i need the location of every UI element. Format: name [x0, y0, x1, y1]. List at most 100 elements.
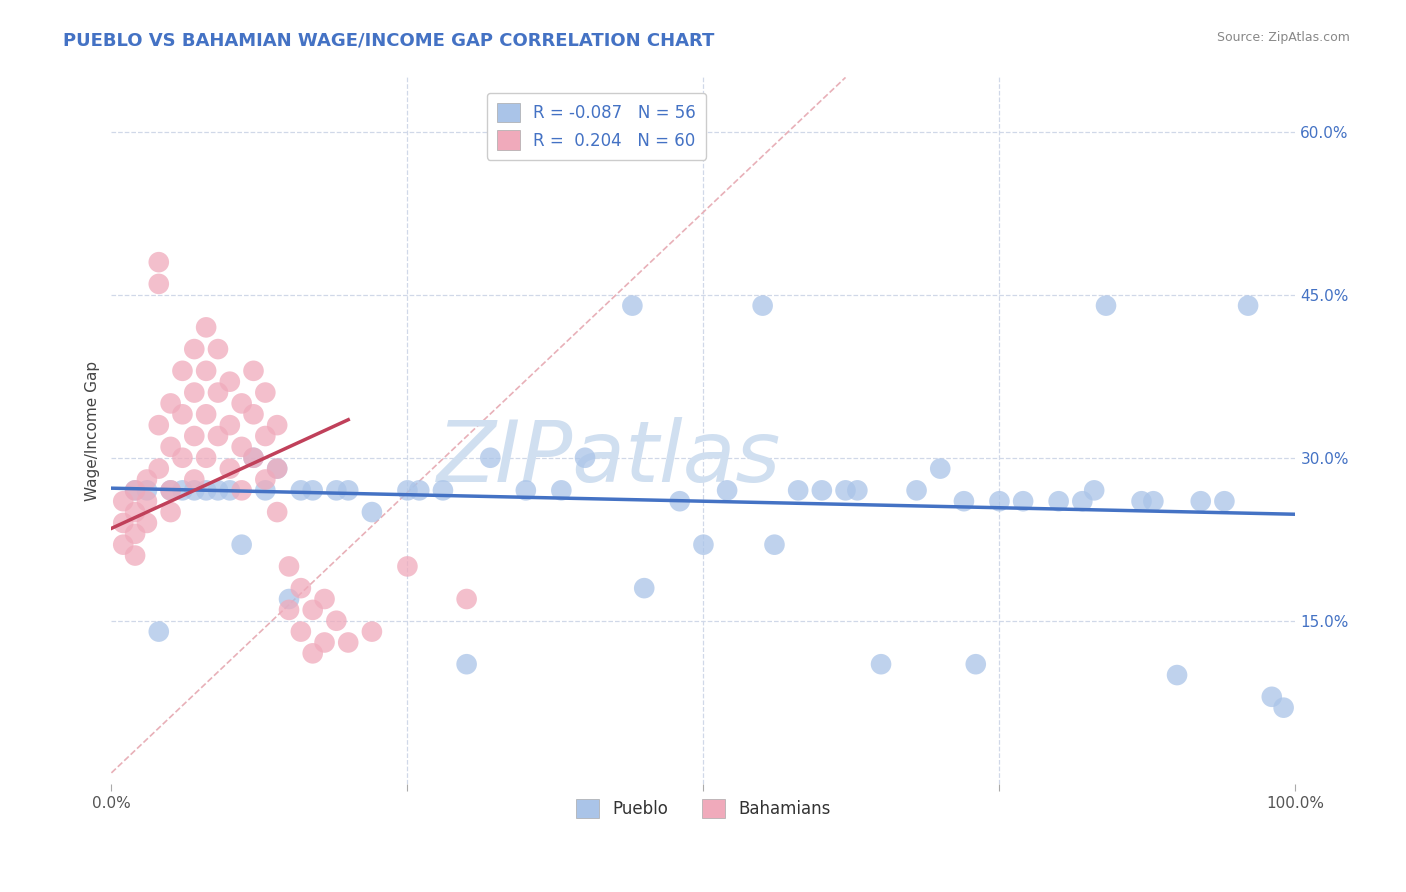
- Pueblo: [787, 483, 810, 498]
- Bahamians: [231, 483, 253, 498]
- Pueblo: [218, 483, 240, 498]
- Pueblo: [1083, 483, 1105, 498]
- Bahamians: [254, 473, 277, 487]
- Pueblo: [231, 538, 253, 552]
- Pueblo: [953, 494, 976, 508]
- Pueblo: [325, 483, 347, 498]
- Text: ZIPatlas: ZIPatlas: [437, 417, 780, 500]
- Pueblo: [1213, 494, 1236, 508]
- Bahamians: [456, 592, 478, 607]
- Pueblo: [668, 494, 690, 508]
- Bahamians: [207, 385, 229, 400]
- Pueblo: [207, 483, 229, 498]
- Pueblo: [432, 483, 454, 498]
- Bahamians: [325, 614, 347, 628]
- Bahamians: [231, 440, 253, 454]
- Pueblo: [1189, 494, 1212, 508]
- Bahamians: [337, 635, 360, 649]
- Pueblo: [515, 483, 537, 498]
- Bahamians: [172, 407, 194, 421]
- Pueblo: [361, 505, 384, 519]
- Pueblo: [148, 624, 170, 639]
- Bahamians: [254, 429, 277, 443]
- Pueblo: [266, 461, 288, 475]
- Pueblo: [846, 483, 869, 498]
- Bahamians: [112, 494, 135, 508]
- Pueblo: [183, 483, 205, 498]
- Bahamians: [112, 538, 135, 552]
- Pueblo: [242, 450, 264, 465]
- Y-axis label: Wage/Income Gap: Wage/Income Gap: [86, 360, 100, 500]
- Pueblo: [834, 483, 856, 498]
- Bahamians: [301, 646, 323, 660]
- Bahamians: [159, 505, 181, 519]
- Pueblo: [337, 483, 360, 498]
- Text: PUEBLO VS BAHAMIAN WAGE/INCOME GAP CORRELATION CHART: PUEBLO VS BAHAMIAN WAGE/INCOME GAP CORRE…: [63, 31, 714, 49]
- Bahamians: [266, 418, 288, 433]
- Bahamians: [266, 461, 288, 475]
- Bahamians: [396, 559, 419, 574]
- Bahamians: [290, 624, 312, 639]
- Pueblo: [692, 538, 714, 552]
- Bahamians: [148, 461, 170, 475]
- Pueblo: [1237, 299, 1260, 313]
- Pueblo: [811, 483, 834, 498]
- Pueblo: [1012, 494, 1035, 508]
- Pueblo: [159, 483, 181, 498]
- Pueblo: [988, 494, 1011, 508]
- Pueblo: [716, 483, 738, 498]
- Pueblo: [290, 483, 312, 498]
- Bahamians: [278, 603, 301, 617]
- Bahamians: [301, 603, 323, 617]
- Pueblo: [124, 483, 146, 498]
- Pueblo: [870, 657, 893, 672]
- Pueblo: [1095, 299, 1118, 313]
- Bahamians: [207, 429, 229, 443]
- Bahamians: [278, 559, 301, 574]
- Pueblo: [621, 299, 644, 313]
- Pueblo: [763, 538, 786, 552]
- Bahamians: [195, 407, 218, 421]
- Bahamians: [266, 505, 288, 519]
- Bahamians: [290, 581, 312, 595]
- Bahamians: [172, 364, 194, 378]
- Bahamians: [159, 440, 181, 454]
- Bahamians: [124, 526, 146, 541]
- Bahamians: [136, 473, 159, 487]
- Legend: Pueblo, Bahamians: Pueblo, Bahamians: [569, 792, 838, 825]
- Bahamians: [172, 450, 194, 465]
- Bahamians: [136, 494, 159, 508]
- Bahamians: [124, 483, 146, 498]
- Pueblo: [929, 461, 952, 475]
- Pueblo: [172, 483, 194, 498]
- Bahamians: [361, 624, 384, 639]
- Pueblo: [408, 483, 430, 498]
- Bahamians: [218, 375, 240, 389]
- Pueblo: [254, 483, 277, 498]
- Bahamians: [136, 516, 159, 530]
- Pueblo: [1047, 494, 1070, 508]
- Bahamians: [183, 385, 205, 400]
- Pueblo: [574, 450, 596, 465]
- Pueblo: [301, 483, 323, 498]
- Pueblo: [1071, 494, 1094, 508]
- Text: Source: ZipAtlas.com: Source: ZipAtlas.com: [1216, 31, 1350, 45]
- Pueblo: [396, 483, 419, 498]
- Bahamians: [183, 429, 205, 443]
- Pueblo: [751, 299, 773, 313]
- Pueblo: [1130, 494, 1153, 508]
- Pueblo: [195, 483, 218, 498]
- Pueblo: [479, 450, 502, 465]
- Bahamians: [314, 635, 336, 649]
- Bahamians: [242, 407, 264, 421]
- Bahamians: [112, 516, 135, 530]
- Bahamians: [242, 450, 264, 465]
- Pueblo: [905, 483, 928, 498]
- Bahamians: [207, 342, 229, 356]
- Bahamians: [254, 385, 277, 400]
- Bahamians: [159, 396, 181, 410]
- Pueblo: [550, 483, 572, 498]
- Bahamians: [242, 364, 264, 378]
- Pueblo: [1261, 690, 1284, 704]
- Pueblo: [136, 483, 159, 498]
